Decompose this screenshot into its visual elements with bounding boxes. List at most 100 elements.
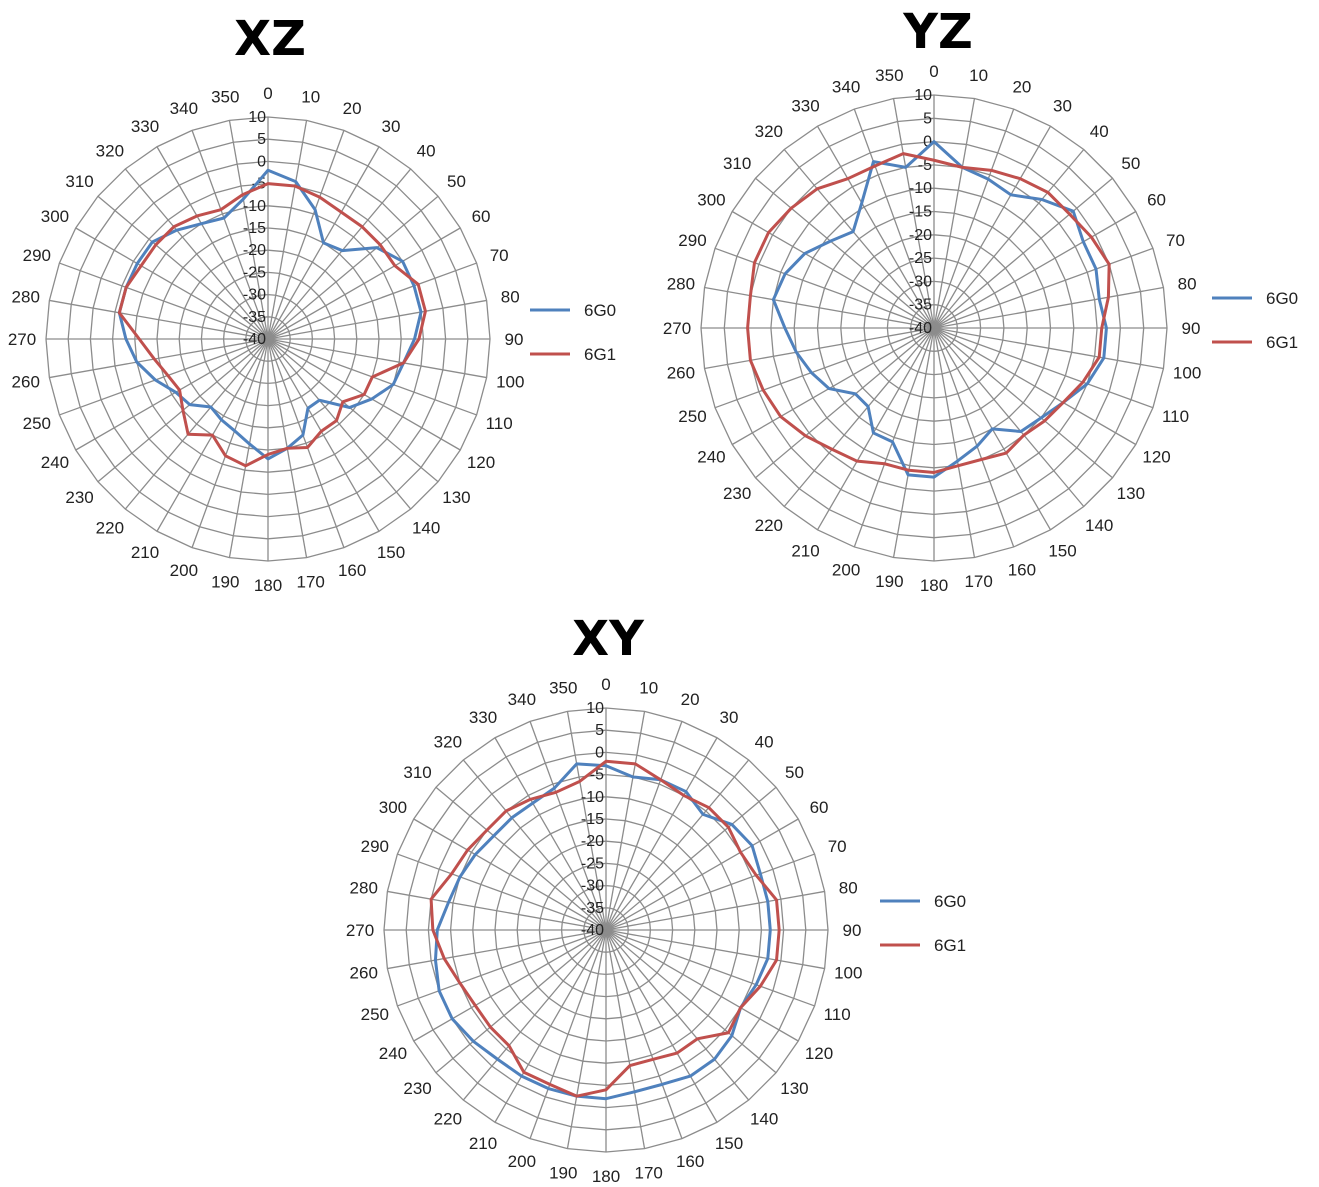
grid-spoke	[605, 929, 646, 1149]
grid-spoke	[892, 98, 935, 329]
angle-tick-label: 230	[723, 484, 751, 503]
legend-item-6g0: 6G0	[530, 301, 616, 320]
legend-item-6g1: 6G1	[530, 345, 616, 364]
grid-spoke	[755, 177, 935, 329]
grid-spoke	[267, 227, 461, 340]
angle-tick-label: 0	[601, 675, 610, 694]
radial-tick-label: 5	[923, 110, 932, 127]
radial-tick-label: 10	[914, 87, 932, 104]
legend-label: 6G1	[584, 345, 616, 364]
angle-tick-label: 20	[343, 99, 362, 118]
grid-spoke	[605, 929, 718, 1123]
angle-tick-label: 260	[12, 373, 40, 392]
angle-tick-label: 340	[832, 77, 860, 96]
angle-tick-label: 170	[964, 572, 992, 591]
grid-spoke	[853, 108, 935, 329]
angle-tick-label: 240	[697, 448, 725, 467]
chart-title: XZ	[234, 11, 306, 67]
radial-tick-label: -10	[581, 789, 604, 806]
angle-tick-label: 320	[434, 733, 462, 752]
angle-tick-label: 310	[65, 172, 93, 191]
angle-tick-label: 220	[96, 518, 124, 537]
radial-tick-label: -15	[909, 204, 932, 221]
angle-tick-label: 270	[8, 330, 36, 349]
angle-tick-label: 120	[467, 453, 495, 472]
grid-spoke	[714, 327, 935, 409]
series-line-6g0	[433, 762, 772, 1101]
radial-tick-label: -25	[243, 264, 266, 281]
grid-spoke	[605, 929, 777, 1074]
angle-tick-label: 240	[41, 453, 69, 472]
grid-spoke	[933, 125, 1052, 329]
angle-tick-label: 200	[508, 1152, 536, 1171]
radial-tick-label: -20	[909, 227, 932, 244]
angle-tick-label: 350	[211, 88, 239, 107]
angle-tick-label: 120	[1142, 448, 1170, 467]
angle-tick-label: 140	[750, 1109, 778, 1128]
grid-spoke	[413, 818, 607, 931]
angle-tick-label: 110	[824, 1005, 851, 1024]
grid-spoke	[714, 247, 935, 329]
angle-tick-label: 210	[131, 543, 159, 562]
angle-tick-label: 100	[496, 373, 524, 392]
grid-spoke	[933, 149, 1085, 329]
angle-tick-label: 80	[839, 878, 858, 897]
grid-spoke	[933, 286, 1164, 329]
angle-tick-label: 320	[96, 142, 124, 161]
angle-tick-label: 260	[667, 364, 695, 383]
angle-tick-label: 30	[1053, 96, 1072, 115]
angle-tick-label: 100	[1173, 364, 1201, 383]
angle-tick-label: 90	[843, 921, 862, 940]
grid-spoke	[933, 327, 1085, 507]
legend-label: 6G0	[1266, 289, 1298, 308]
angle-tick-label: 140	[1085, 516, 1113, 535]
grid-spoke	[267, 338, 412, 510]
radial-tick-label: -20	[243, 242, 266, 259]
angle-tick-label: 90	[1182, 319, 1201, 338]
angle-tick-label: 190	[211, 572, 239, 591]
angle-tick-label: 300	[379, 798, 407, 817]
grid-spoke	[156, 146, 269, 340]
legend-label: 6G0	[584, 301, 616, 320]
angle-tick-label: 270	[346, 921, 374, 940]
angle-tick-label: 10	[301, 88, 320, 107]
grid-spoke	[267, 338, 345, 548]
grid-spoke	[124, 168, 269, 340]
polar-chart-yz: YZ0 1020304050607080901001101201301401501…	[663, 4, 1298, 595]
grid-spoke	[59, 262, 269, 340]
grid-spoke	[933, 327, 1015, 548]
grid-spoke	[853, 327, 935, 548]
grid-spoke	[933, 327, 976, 558]
grid-spoke	[124, 338, 269, 510]
angle-tick-label: 310	[723, 154, 751, 173]
grid-spoke	[435, 929, 607, 1074]
grid-spoke	[605, 853, 815, 931]
radial-tick-label: -20	[581, 833, 604, 850]
grid-spoke	[397, 853, 607, 931]
grid-spoke	[228, 120, 269, 340]
angle-tick-label: 70	[490, 246, 509, 265]
radial-tick-label: 5	[257, 131, 266, 148]
angle-tick-label: 70	[1166, 231, 1185, 250]
angle-tick-label: 300	[41, 207, 69, 226]
polar-chart-xz: XZ0 1020304050607080901001101201301401501…	[8, 11, 616, 595]
grid-spoke	[704, 327, 935, 370]
angle-tick-label: 210	[469, 1134, 497, 1153]
legend-label: 6G0	[934, 892, 966, 911]
angle-tick-label: 170	[635, 1163, 663, 1182]
angle-tick-label: 150	[715, 1134, 743, 1153]
legend-item-6g1: 6G1	[1212, 333, 1298, 352]
grid-spoke	[267, 195, 439, 340]
grid-spoke	[731, 210, 935, 329]
angle-tick-label: 290	[361, 837, 389, 856]
angle-tick-label: 250	[678, 407, 706, 426]
radial-tick-label: 0	[595, 744, 604, 761]
grid-spoke	[75, 338, 269, 451]
series-line-6g1	[746, 152, 1111, 474]
legend-item-6g0: 6G0	[880, 892, 966, 911]
grid-spoke	[267, 338, 439, 483]
grid-spoke	[462, 929, 607, 1101]
polar-chart-xy: XY0 1020304050607080901001101201301401501…	[346, 611, 966, 1186]
angle-tick-label: 60	[810, 798, 829, 817]
